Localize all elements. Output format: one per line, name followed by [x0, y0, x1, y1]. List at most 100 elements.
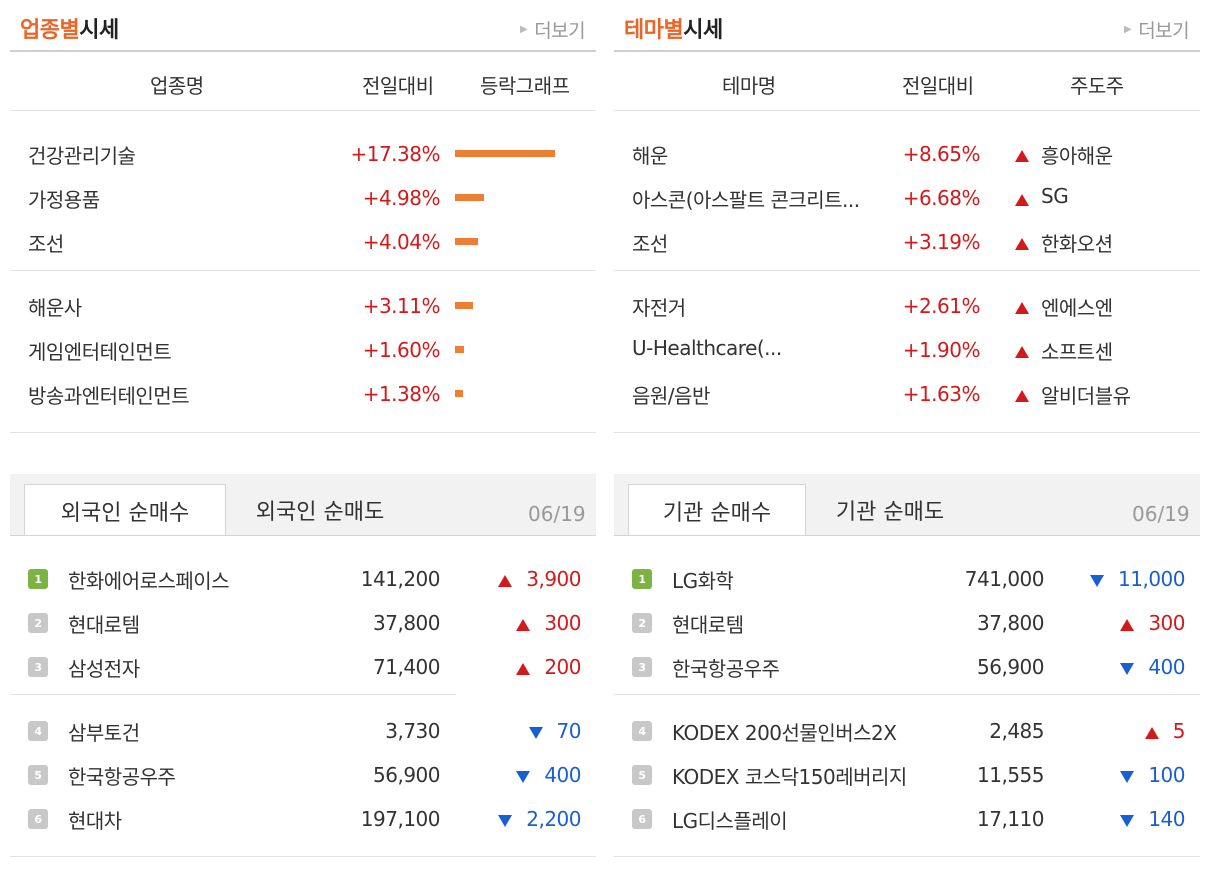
stock-change: 5: [1172, 719, 1186, 743]
theme-leader[interactable]: 흥아해운: [1041, 144, 1113, 168]
sector-change: +4.04%: [362, 230, 441, 254]
stock-change: 400: [544, 763, 581, 787]
theme-change: +2.61%: [902, 294, 981, 318]
caret-right-icon: ▶: [1124, 24, 1132, 35]
stock-name[interactable]: 삼성전자: [68, 657, 140, 681]
triangle-down-icon: [1090, 575, 1105, 587]
theme-change: +3.19%: [902, 230, 981, 254]
sector-bar: [455, 194, 484, 201]
sector-title: 업종별시세: [20, 12, 119, 44]
rank-badge: 2: [28, 613, 48, 633]
stock-name[interactable]: KODEX 코스닥150레버리지: [672, 765, 907, 789]
rank-badge: 4: [28, 721, 48, 741]
sector-header-change: 전일대비: [362, 74, 434, 98]
sector-name[interactable]: 게임엔터테인먼트: [28, 340, 172, 364]
triangle-up-icon: [498, 575, 513, 587]
triangle-down-icon: [1120, 815, 1135, 827]
stock-change: 100: [1148, 763, 1185, 787]
triangle-up-icon: [1015, 390, 1029, 402]
stock-price: 37,800: [373, 611, 440, 635]
theme-leader[interactable]: 엔에스엔: [1041, 296, 1113, 320]
divider: [10, 432, 596, 433]
theme-title-rest: 시세: [683, 18, 723, 43]
theme-name[interactable]: 해운: [632, 144, 668, 168]
divider: [10, 50, 596, 52]
sector-header-name: 업종명: [150, 74, 204, 98]
stock-name[interactable]: 현대차: [68, 809, 122, 833]
theme-change: +1.63%: [902, 382, 981, 406]
stock-name[interactable]: 현대로템: [68, 613, 140, 637]
triangle-up-icon: [516, 619, 531, 631]
stock-change: 2,200: [526, 807, 581, 831]
stock-name[interactable]: LG화학: [672, 569, 734, 593]
sector-name[interactable]: 조선: [28, 232, 64, 256]
theme-name[interactable]: U-Healthcare(...: [632, 336, 782, 360]
stock-change: 70: [556, 719, 582, 743]
stock-price: 56,900: [977, 655, 1044, 679]
tab-foreign-sell[interactable]: 외국인 순매도: [255, 500, 385, 525]
theme-leader[interactable]: SG: [1041, 184, 1069, 208]
stock-price: 17,110: [977, 807, 1044, 831]
triangle-up-icon: [1015, 346, 1029, 358]
sector-bar: [455, 238, 478, 245]
rank-badge: 3: [632, 657, 652, 677]
triangle-up-icon: [1015, 150, 1029, 162]
sector-title-rest: 시세: [79, 18, 119, 43]
rank-badge: 5: [28, 765, 48, 785]
stock-price: 741,000: [964, 567, 1045, 591]
theme-leader[interactable]: 한화오션: [1041, 232, 1113, 256]
stock-name[interactable]: 한국항공우주: [672, 657, 780, 681]
stock-price: 71,400: [373, 655, 440, 679]
tab-institution-buy[interactable]: 기관 순매수: [628, 484, 806, 536]
sector-name[interactable]: 방송과엔터테인먼트: [28, 384, 190, 408]
sector-change: +3.11%: [362, 294, 441, 318]
theme-leader[interactable]: 알비더블유: [1041, 384, 1131, 408]
stock-change: 300: [1148, 611, 1185, 635]
stock-price: 56,900: [373, 763, 440, 787]
tab-foreign-buy[interactable]: 외국인 순매수: [24, 484, 226, 536]
rank-badge: 1: [632, 569, 652, 589]
sector-bar: [455, 390, 463, 397]
sector-more-link[interactable]: ▶ 더보기: [520, 16, 586, 43]
stock-name[interactable]: 한화에어로스페이스: [68, 569, 230, 593]
stock-change: 300: [544, 611, 581, 635]
stock-name[interactable]: 현대로템: [672, 613, 744, 637]
tab-institution-sell[interactable]: 기관 순매도: [835, 500, 945, 525]
triangle-down-icon: [528, 727, 543, 739]
theme-name[interactable]: 음원/음반: [632, 384, 710, 408]
divider: [614, 50, 1200, 52]
rank-badge: 3: [28, 657, 48, 677]
sector-name[interactable]: 해운사: [28, 296, 82, 320]
divider: [10, 110, 596, 111]
sector-name[interactable]: 가정용품: [28, 188, 100, 212]
stock-name[interactable]: LG디스플레이: [672, 809, 788, 833]
stock-name[interactable]: KODEX 200선물인버스2X: [672, 721, 897, 745]
sector-name[interactable]: 건강관리기술: [28, 144, 136, 168]
triangle-up-icon: [1015, 238, 1029, 250]
stock-price: 2,485: [989, 719, 1044, 743]
sector-change: +17.38%: [350, 142, 440, 166]
sector-bar: [455, 346, 464, 353]
divider: [614, 535, 1200, 536]
stock-name[interactable]: 삼부토건: [68, 721, 140, 745]
sector-header-graph: 등락그래프: [480, 74, 570, 98]
sector-bar: [455, 150, 555, 157]
theme-leader[interactable]: 소프트센: [1041, 340, 1113, 364]
triangle-up-icon: [1015, 194, 1029, 206]
theme-name[interactable]: 조선: [632, 232, 668, 256]
theme-more-label: 더보기: [1138, 20, 1190, 42]
theme-name[interactable]: 아스콘(아스팔트 콘크리트...: [632, 188, 860, 212]
sector-change: +4.98%: [362, 186, 441, 210]
foreign-date: 06/19: [528, 502, 586, 526]
stock-change: 140: [1148, 807, 1185, 831]
sector-change: +1.38%: [362, 382, 441, 406]
divider: [10, 856, 596, 857]
stock-name[interactable]: 한국항공우주: [68, 765, 176, 789]
theme-change: +1.90%: [902, 338, 981, 362]
theme-name[interactable]: 자전거: [632, 296, 686, 320]
stock-price: 37,800: [977, 611, 1044, 635]
triangle-down-icon: [1120, 771, 1135, 783]
theme-more-link[interactable]: ▶ 더보기: [1124, 16, 1190, 43]
theme-title: 테마별시세: [624, 12, 723, 44]
theme-header-leader: 주도주: [1070, 74, 1124, 98]
